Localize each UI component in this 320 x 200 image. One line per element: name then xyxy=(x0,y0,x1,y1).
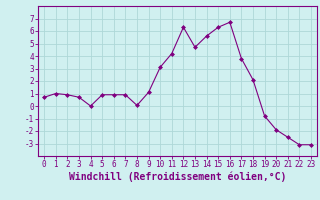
X-axis label: Windchill (Refroidissement éolien,°C): Windchill (Refroidissement éolien,°C) xyxy=(69,172,286,182)
